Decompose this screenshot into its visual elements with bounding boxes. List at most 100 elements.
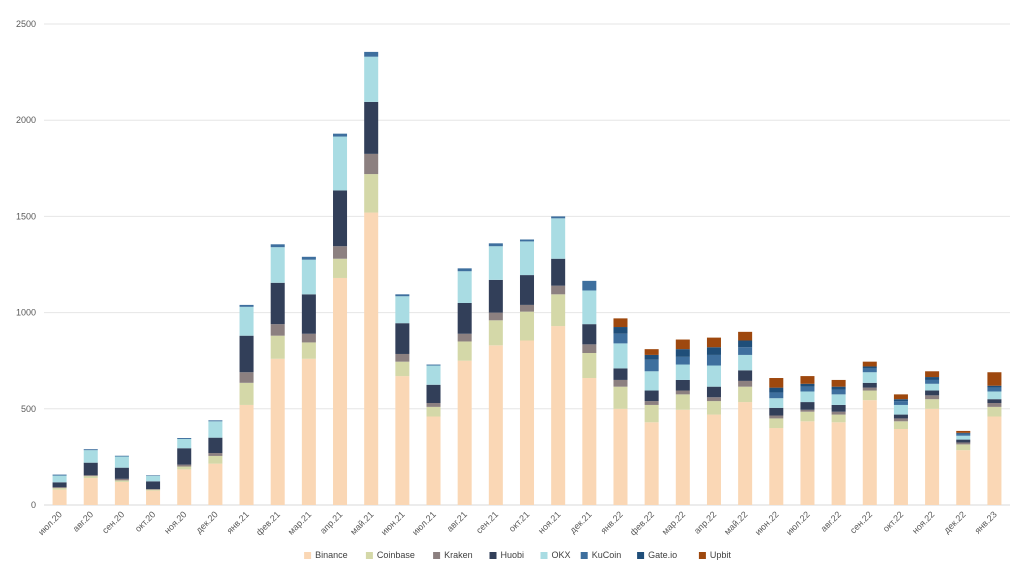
bar-segment-okx xyxy=(114,456,129,468)
bar-segment-coinbase xyxy=(426,406,441,417)
bar-segment-kraken xyxy=(769,415,784,419)
bar-segment-kucoin xyxy=(488,243,503,247)
bar-segment-kucoin xyxy=(333,133,348,137)
bar-segment-binance xyxy=(706,414,721,505)
bar-stack xyxy=(519,239,535,505)
bar-segment-kraken xyxy=(582,344,597,354)
bar-segment-okx xyxy=(956,435,971,440)
bar-segment-coinbase xyxy=(146,489,161,491)
x-tick-label: июл.20 xyxy=(36,509,64,537)
bar-segment-huobi xyxy=(519,275,535,305)
bar-stack xyxy=(800,376,815,505)
bar-segment-okx xyxy=(551,218,566,259)
bar-segment-gate-io xyxy=(862,366,877,369)
x-tick-label: авг.20 xyxy=(71,509,95,533)
y-tick-label: 2500 xyxy=(16,19,36,29)
bar-segment-kucoin xyxy=(395,294,410,297)
bar-segment-huobi xyxy=(675,379,690,391)
bar-segment-huobi xyxy=(114,467,129,479)
bar-segment-kucoin xyxy=(893,401,908,405)
bar-segment-binance xyxy=(862,400,877,505)
bar-stack xyxy=(301,256,316,505)
bar-segment-upbit xyxy=(956,430,971,433)
bar-segment-huobi xyxy=(987,399,1002,404)
bar-segment-gate-io xyxy=(925,377,940,380)
bar-segment-kraken xyxy=(488,312,503,321)
bar-segment-binance xyxy=(769,428,784,505)
bar-segment-okx xyxy=(675,364,690,380)
x-tick-label: янв.22 xyxy=(599,509,625,535)
legend-item: Upbit xyxy=(698,550,732,560)
bar-segment-gate-io xyxy=(893,399,908,402)
legend: Binance Coinbase Kraken Huobi OKX KuCoin Gate.… xyxy=(304,550,731,560)
bar-stack xyxy=(239,304,254,505)
bar-segment-kraken xyxy=(956,442,971,445)
bar-segment-okx xyxy=(146,475,161,482)
legend-label: Gate.io xyxy=(648,550,677,560)
bar-segment-kucoin xyxy=(519,239,535,242)
legend-item: Gate.io xyxy=(637,550,677,560)
bar-segment-kucoin xyxy=(114,455,129,457)
bar-segment-coinbase xyxy=(582,353,597,379)
bar-segment-huobi xyxy=(831,404,846,412)
bar-segment-kucoin xyxy=(738,347,753,355)
bar-segment-kraken xyxy=(83,475,98,477)
bar-segment-binance xyxy=(956,450,971,505)
bar-segment-huobi xyxy=(956,439,971,443)
x-axis: июл.20 авг.20 сен.20 окт.20 ноя.20 дек.20 янв.… xyxy=(36,509,999,537)
bar-segment-binance xyxy=(925,408,940,505)
bar-segment-okx xyxy=(925,383,940,391)
bar-stack xyxy=(52,474,67,505)
bar-segment-upbit xyxy=(675,339,690,350)
bar-segment-kucoin xyxy=(956,433,971,436)
bar-segment-binance xyxy=(893,429,908,505)
bar-stack xyxy=(644,349,659,505)
bar-stack xyxy=(738,331,753,505)
bar-segment-okx xyxy=(738,354,753,371)
bar-segment-binance xyxy=(83,478,98,505)
bar-segment-kucoin xyxy=(644,359,659,372)
x-tick-label: окт.20 xyxy=(133,509,158,534)
bar-segment-okx xyxy=(457,271,472,303)
bar-segment-okx xyxy=(987,391,1002,400)
bar-segment-huobi xyxy=(395,323,410,354)
bar-segment-huobi xyxy=(426,384,441,404)
bar-segment-binance xyxy=(457,360,472,505)
legend-swatch xyxy=(489,552,497,559)
x-tick-label: фев.22 xyxy=(628,509,656,537)
bar-segment-coinbase xyxy=(675,394,690,410)
bar-segment-binance xyxy=(675,409,690,505)
bar-segment-binance xyxy=(738,402,753,505)
bar-segment-kucoin xyxy=(582,280,597,291)
legend-swatch xyxy=(365,552,373,559)
legend-swatch xyxy=(540,552,548,559)
bar-segment-binance xyxy=(519,340,535,505)
bar-segment-okx xyxy=(364,56,379,102)
bar-segment-kraken xyxy=(831,411,846,415)
bar-segment-binance xyxy=(52,489,67,505)
bar-segment-upbit xyxy=(800,376,815,384)
bar-segment-kraken xyxy=(675,390,690,395)
bar-segment-kraken xyxy=(738,380,753,387)
bar-segment-binance xyxy=(613,408,628,505)
legend-label: Upbit xyxy=(710,550,732,560)
bar-stack xyxy=(925,371,940,505)
bar-segment-kraken xyxy=(52,487,67,489)
x-tick-label: апр.21 xyxy=(318,509,344,535)
x-tick-label: авг.22 xyxy=(819,509,843,533)
bar-segment-okx xyxy=(270,247,285,283)
bar-stack xyxy=(208,420,223,505)
bar-segment-coinbase xyxy=(177,466,192,470)
bar-segment-kucoin xyxy=(675,356,690,365)
bar-segment-coinbase xyxy=(457,341,472,361)
bar-segment-kraken xyxy=(364,153,379,175)
bar-segment-binance xyxy=(239,404,254,505)
bar-stack xyxy=(831,379,846,505)
x-tick-label: июл.22 xyxy=(784,509,812,537)
bar-segment-upbit xyxy=(706,337,721,348)
bar-segment-huobi xyxy=(208,437,223,454)
bar-segment-kraken xyxy=(395,353,410,362)
bar-segment-upbit xyxy=(987,372,1002,386)
bar-segment-huobi xyxy=(177,448,192,465)
bar-segment-binance xyxy=(177,469,192,505)
